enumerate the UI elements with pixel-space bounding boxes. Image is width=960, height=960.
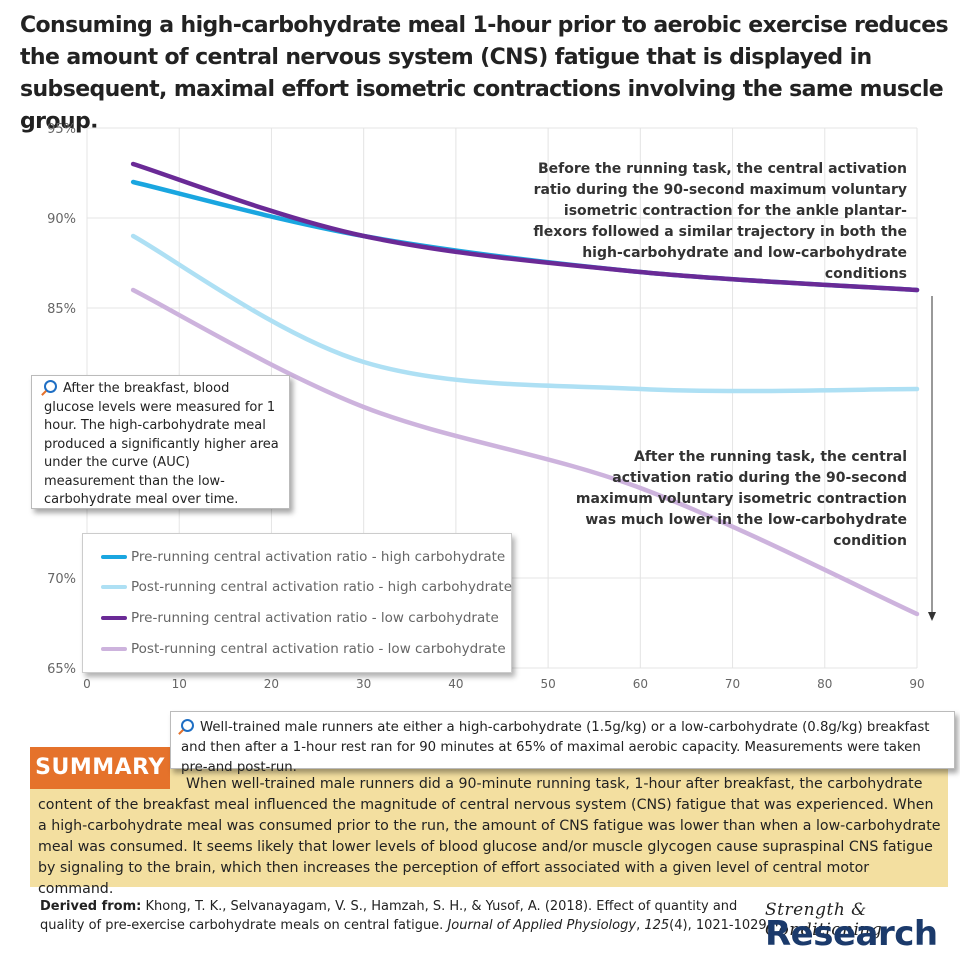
annotation-post-running: After the running task, the central acti… <box>575 449 907 549</box>
chart-legend: Pre-running central activation ratio - h… <box>82 533 512 673</box>
y-tick-label: 90% <box>47 212 76 227</box>
annotation-pre-running: Before the running task, the central act… <box>533 161 907 282</box>
reference-volume: 125 <box>644 917 670 933</box>
summary-text: When well-trained male runners did a 90-… <box>38 776 941 897</box>
glucose-note: After the breakfast, blood glucose level… <box>31 375 290 509</box>
x-tick-label: 0 <box>83 677 91 691</box>
logo-line1: Strength & Conditioning <box>765 900 883 940</box>
legend-label: Post-running central activation ratio - … <box>131 579 513 595</box>
reference-authors: Khong, T. K., Selvanayagam, V. S., Hamza… <box>40 899 738 933</box>
x-tick-label: 80 <box>817 677 832 691</box>
logo-line2: Research <box>765 914 938 954</box>
series-line <box>130 233 920 394</box>
legend-label: Post-running central activation ratio - … <box>131 641 506 657</box>
reference-pages: (4), 1021-1029. <box>669 917 771 933</box>
x-tick-label: 50 <box>540 677 555 691</box>
data-point <box>638 387 643 391</box>
x-tick-label: 40 <box>448 677 463 691</box>
series-line <box>130 287 920 617</box>
x-tick-label: 60 <box>633 677 648 691</box>
data-point <box>915 612 919 616</box>
legend-swatch <box>101 555 127 559</box>
data-point <box>638 486 643 490</box>
summary-panel <box>30 765 948 887</box>
chart-ticks: 0 10 20 30 40 50 60 70 80 90 95% 90% 85% 70% 65% <box>47 122 925 691</box>
data-point <box>361 360 366 364</box>
y-tick-label: 70% <box>47 572 76 587</box>
series-line <box>130 161 920 293</box>
legend-swatch <box>101 616 127 620</box>
x-tick-label: 70 <box>725 677 740 691</box>
page-title: Consuming a high-carbohydrate meal 1-hou… <box>20 13 949 134</box>
legend-swatch <box>101 585 127 589</box>
x-tick-label: 10 <box>172 677 187 691</box>
magnifier-icon <box>181 719 194 732</box>
data-point <box>915 288 919 292</box>
y-tick-label: 65% <box>47 662 76 677</box>
legend-label: Pre-running central activation ratio - l… <box>131 610 499 626</box>
glucose-note-text: After the breakfast, blood glucose level… <box>44 381 279 507</box>
data-point <box>361 234 366 238</box>
magnifier-icon <box>44 380 57 393</box>
x-tick-label: 30 <box>356 677 371 691</box>
reference-label: Derived from: <box>40 899 142 914</box>
legend-label: Pre-running central activation ratio - h… <box>131 549 506 565</box>
chart-series <box>130 161 920 617</box>
x-tick-label: 20 <box>264 677 279 691</box>
y-tick-label: 95% <box>47 122 76 137</box>
method-note: Well-trained male runners ate either a h… <box>170 711 955 775</box>
data-point <box>361 405 366 409</box>
summary-tag: SUMMARY <box>30 747 170 789</box>
legend-swatch <box>101 647 127 651</box>
arrow-head <box>928 612 936 621</box>
method-note-text: Well-trained male runners ate either a h… <box>181 720 930 775</box>
reference: Derived from: Khong, T. K., Selvanayagam… <box>40 899 771 933</box>
x-tick-label: 90 <box>909 677 924 691</box>
data-point <box>638 270 643 274</box>
y-tick-label: 85% <box>47 302 76 317</box>
data-point <box>915 387 919 391</box>
reference-journal: Journal of Applied Physiology <box>447 917 637 933</box>
